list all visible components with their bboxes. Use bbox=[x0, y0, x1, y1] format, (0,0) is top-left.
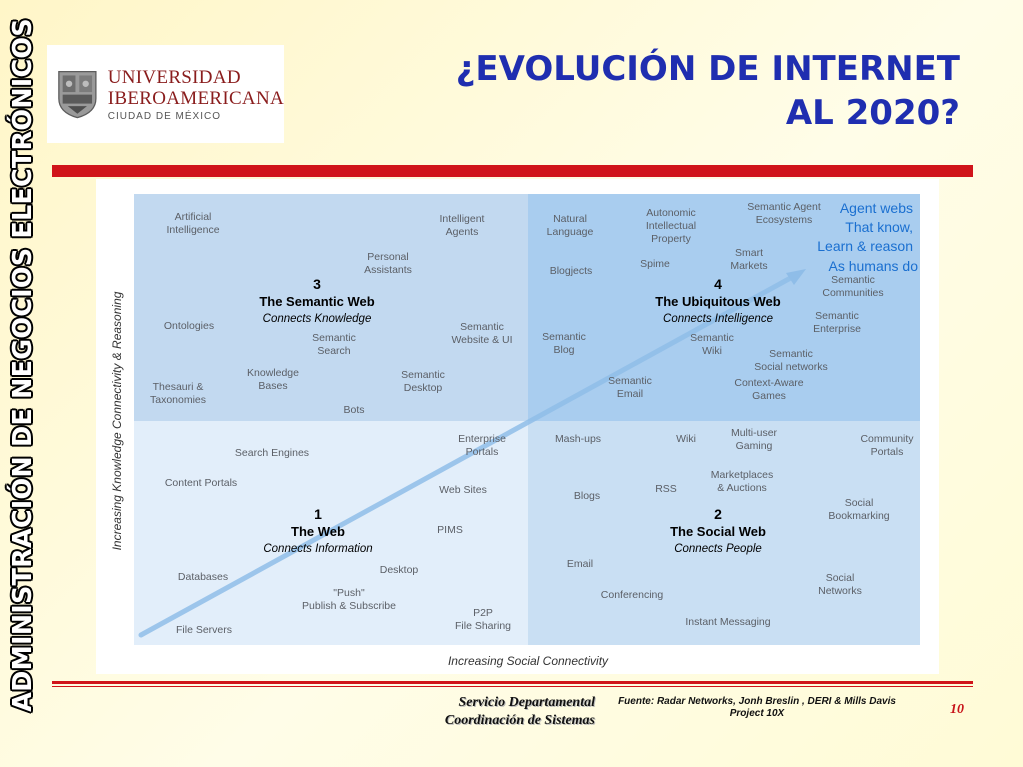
quadrant-2-item: Wiki bbox=[676, 433, 696, 445]
quadrant-1-item: Web Sites bbox=[439, 484, 487, 496]
quadrant-1-item: PIMS bbox=[437, 524, 463, 536]
quadrant-2-item: Multi-user Gaming bbox=[731, 427, 778, 452]
footer-rule-thin bbox=[52, 686, 973, 687]
quadrant-1-item: "Push" Publish & Subscribe bbox=[302, 587, 396, 612]
quadrant-4-item: Smart Markets bbox=[730, 247, 767, 272]
quadrant-2-item: Email bbox=[567, 558, 593, 570]
university-crest-icon bbox=[55, 67, 100, 121]
quadrant-3-item: Artificial Intelligence bbox=[166, 211, 219, 236]
footer-source: Fuente: Radar Networks, Jonh Breslin , D… bbox=[597, 696, 917, 720]
quadrant-1-subtitle: Connects Information bbox=[263, 543, 372, 555]
callout-line: Agent webs bbox=[840, 200, 913, 216]
quadrant-1-item: Search Engines bbox=[235, 447, 309, 459]
title-line-2: AL 2020? bbox=[785, 93, 960, 133]
course-title-text: ADMINISTRACIÓN DE NEGOCIOS ELECTRÓNICOS bbox=[8, 18, 38, 712]
web-evolution-quadrant-chart: Increasing Social Connectivity Increasing… bbox=[110, 194, 920, 668]
callout-line: That know, bbox=[845, 219, 913, 235]
quadrant-4-number: 4 bbox=[714, 276, 722, 292]
title-divider-bar bbox=[52, 165, 973, 177]
quadrant-3-item: Ontologies bbox=[164, 320, 214, 332]
quadrant-2-name: The Social Web bbox=[670, 524, 766, 539]
quadrant-4-item: Context-Aware Games bbox=[734, 377, 803, 402]
quadrant-3-item: Thesauri & Taxonomies bbox=[150, 381, 206, 406]
quadrant-4-subtitle: Connects Intelligence bbox=[663, 313, 773, 325]
university-logo: UNIVERSIDAD IBEROAMERICANA CIUDAD DE MÉX… bbox=[47, 45, 284, 143]
quadrant-2-subtitle: Connects People bbox=[674, 543, 762, 555]
footer-department: Servicio Departamental Coordinación de S… bbox=[380, 694, 595, 730]
quadrant-3-item: Personal Assistants bbox=[364, 251, 412, 276]
quadrant-2-item: Mash-ups bbox=[555, 433, 601, 445]
logo-line-iberoamericana: IBEROAMERICANA bbox=[107, 87, 284, 109]
quadrant-4-item: Semantic Communities bbox=[822, 274, 883, 299]
quadrant-2-item: Community Portals bbox=[860, 433, 914, 458]
quadrant-1-item: Content Portals bbox=[165, 477, 237, 489]
quadrant-2-number: 2 bbox=[714, 506, 722, 522]
quadrant-3-item: Semantic Website & UI bbox=[451, 321, 512, 346]
quadrant-2-item: Instant Messaging bbox=[685, 616, 770, 628]
growth-arrow-line bbox=[138, 272, 799, 638]
quadrant-4-bg bbox=[528, 194, 920, 421]
quadrant-3-subtitle: Connects Knowledge bbox=[263, 313, 372, 325]
footer-dept-line-2: Coordinación de Sistemas bbox=[444, 713, 595, 728]
slide-title: ¿EVOLUCIÓN DE INTERNET AL 2020? bbox=[456, 47, 960, 135]
callout-line: Learn & reason bbox=[817, 238, 913, 254]
footer-dept-line-1: Servicio Departamental bbox=[458, 695, 596, 710]
quadrant-1-item: P2P File Sharing bbox=[455, 607, 511, 632]
quadrant-2-bg bbox=[528, 421, 920, 645]
quadrant-4-item: Semantic Email bbox=[608, 375, 652, 400]
quadrant-2-item: RSS bbox=[655, 483, 677, 495]
quadrant-2-item: Social Bookmarking bbox=[828, 497, 889, 522]
quadrant-4-item: Spime bbox=[640, 258, 670, 270]
quadrant-4-item: Semantic Enterprise bbox=[813, 310, 861, 335]
quadrant-2-item: Blogs bbox=[574, 490, 600, 502]
footer-rule-thick bbox=[52, 681, 973, 684]
quadrant-4-name: The Ubiquitous Web bbox=[655, 294, 780, 309]
quadrant-1-item: Desktop bbox=[380, 564, 419, 576]
logo-line-universidad: UNIVERSIDAD bbox=[107, 66, 241, 88]
quadrant-1-name: The Web bbox=[291, 524, 345, 539]
quadrant-4-item: Blogjects bbox=[550, 265, 593, 277]
quadrant-4-item: Semantic Blog bbox=[542, 331, 586, 356]
quadrant-4-item: Autonomic Intellectual Property bbox=[646, 207, 696, 245]
quadrant-2-item: Marketplaces & Auctions bbox=[711, 469, 773, 494]
callout-line: As humans do bbox=[829, 258, 919, 274]
quadrant-4-item: Semantic Wiki bbox=[690, 332, 734, 357]
quadrant-3-bg bbox=[134, 194, 528, 421]
quadrant-4-item: Semantic Agent Ecosystems bbox=[747, 201, 821, 226]
y-axis-label: Increasing Knowledge Connectivity & Reas… bbox=[110, 291, 124, 550]
x-axis-label: Increasing Social Connectivity bbox=[448, 654, 609, 668]
quadrant-3-item: Knowledge Bases bbox=[247, 367, 299, 392]
quadrant-4-item: Natural Language bbox=[547, 213, 594, 238]
quadrant-2-item: Social Networks bbox=[818, 572, 862, 597]
quadrant-1-item: Databases bbox=[178, 571, 228, 583]
quadrant-3-name: The Semantic Web bbox=[259, 294, 374, 309]
footer-source-line-2: Project 10X bbox=[729, 708, 785, 719]
quadrant-4-item: Semantic Social networks bbox=[754, 348, 828, 373]
quadrant-2-item: Conferencing bbox=[601, 589, 664, 601]
quadrant-3-item: Intelligent Agents bbox=[440, 213, 485, 238]
title-line-1: ¿EVOLUCIÓN DE INTERNET bbox=[455, 49, 960, 89]
logo-line-city: CIUDAD DE MÉXICO bbox=[107, 110, 221, 122]
quadrant-1-item: Enterprise Portals bbox=[458, 433, 506, 458]
quadrant-3-item: Bots bbox=[343, 404, 364, 416]
quadrant-1-item: File Servers bbox=[176, 624, 232, 636]
quadrant-1-number: 1 bbox=[314, 506, 322, 522]
quadrant-3-item: Semantic Search bbox=[312, 332, 356, 357]
page-number: 10 bbox=[950, 702, 964, 717]
vertical-course-title: ADMINISTRACIÓN DE NEGOCIOS ELECTRÓNICOS bbox=[3, 18, 43, 712]
growth-arrow-head bbox=[786, 269, 806, 285]
quadrant-3-number: 3 bbox=[313, 276, 321, 292]
quadrant-3-item: Semantic Desktop bbox=[401, 369, 445, 394]
footer-source-line-1: Fuente: Radar Networks, Jonh Breslin , D… bbox=[618, 696, 896, 707]
